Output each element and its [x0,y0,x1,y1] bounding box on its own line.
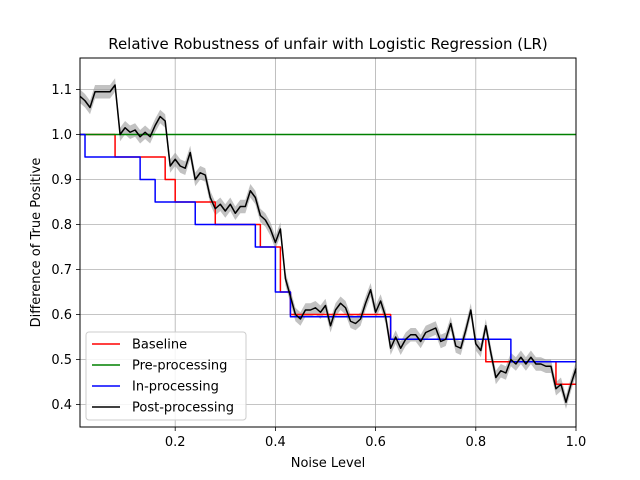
x-tick-label: 1.0 [566,435,587,450]
y-tick-label: 1.1 [51,83,72,98]
series-line-2 [80,133,576,363]
x-axis-label: Noise Level [291,456,366,471]
y-tick-label: 0.5 [51,353,72,368]
x-tick-label: 0.8 [465,435,486,450]
legend-box [85,331,247,421]
axis-ticks: 0.2 0.4 0.6 0.8 1.0 0.4 0.5 0.6 0.7 0.8 0.9 1.0 1.1 [51,83,586,450]
series-line-3 [79,84,577,403]
x-tick-label: 0.6 [365,435,386,450]
y-tick-label: 0.8 [51,218,72,233]
y-tick-label: 0.9 [51,173,72,188]
legend-label: Post-processing [132,401,234,416]
legend-label: In-processing [132,380,219,395]
legend-label: Baseline [132,338,187,353]
y-tick-label: 0.4 [51,398,72,413]
chart-title: Relative Robustness of unfair with Logis… [108,35,548,53]
x-tick-label: 0.2 [165,435,186,450]
legend-label: Pre-processing [132,359,227,374]
x-tick-label: 0.4 [265,435,286,450]
y-tick-label: 0.7 [51,263,72,278]
y-tick-label: 0.6 [51,308,72,323]
y-axis-label: Difference of True Positive [29,158,44,328]
legend: Baseline Pre-processing In-processing Post-… [85,331,247,421]
y-tick-label: 1.0 [51,128,72,143]
series-lines [79,84,577,403]
plot-frame [79,57,577,428]
